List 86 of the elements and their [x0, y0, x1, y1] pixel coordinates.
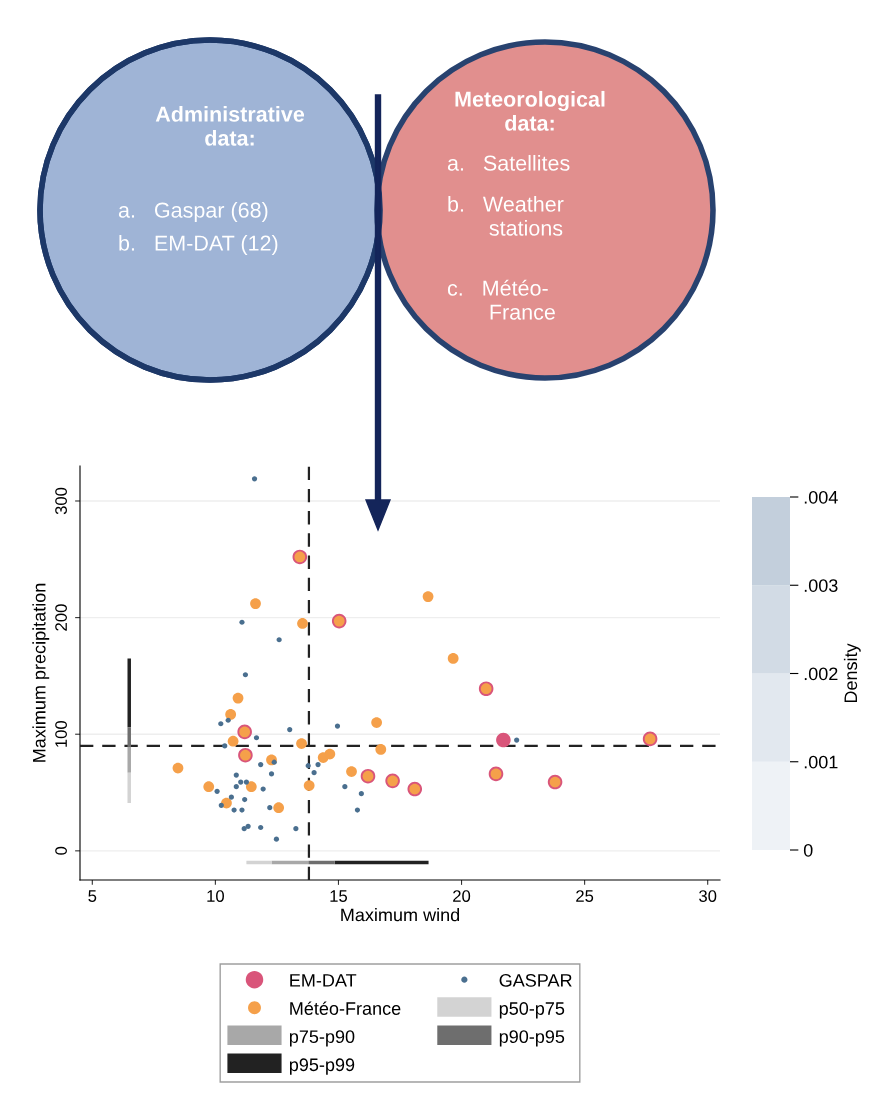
point — [258, 824, 264, 831]
y-tick-label: 100 — [55, 720, 67, 747]
x-tick-label: 5 — [88, 890, 97, 902]
point — [287, 726, 293, 733]
point — [218, 802, 224, 808]
point — [239, 807, 245, 813]
point — [311, 770, 317, 776]
point — [496, 732, 511, 748]
point — [203, 781, 215, 793]
legend-label: p50-p75 — [499, 1002, 565, 1019]
point — [273, 836, 280, 842]
text: Meteorological data: — [455, 90, 605, 131]
point — [245, 823, 251, 829]
point — [253, 735, 260, 741]
point — [303, 780, 315, 791]
point — [214, 788, 220, 794]
point — [358, 791, 364, 797]
color-bar-label: .001 — [804, 755, 838, 769]
color-bar-label: 0 — [803, 843, 813, 857]
point — [334, 723, 341, 729]
point — [225, 709, 237, 720]
point — [354, 807, 361, 813]
point — [276, 637, 282, 643]
text: b. Weather stations — [448, 195, 564, 236]
x-tick-label: 10 — [207, 890, 224, 902]
point — [273, 802, 285, 814]
color-bar-label: .003 — [804, 579, 838, 592]
point — [324, 748, 336, 760]
x-tick-label: 20 — [453, 890, 471, 902]
legend-label: Météo-France — [290, 1001, 401, 1015]
text: a. Satellites — [447, 154, 570, 171]
point — [222, 743, 228, 749]
point — [225, 717, 231, 723]
point — [514, 737, 520, 743]
point — [231, 807, 237, 813]
point — [258, 761, 264, 768]
point — [346, 766, 357, 777]
point — [297, 618, 308, 629]
point — [422, 591, 434, 602]
point — [228, 794, 234, 800]
point — [342, 784, 348, 790]
point — [250, 598, 261, 609]
text: Administrative data: — [155, 105, 305, 146]
point — [242, 672, 249, 678]
point — [315, 761, 321, 768]
text: b. EM-DAT (12) — [119, 234, 278, 256]
point — [233, 784, 239, 790]
x-tick-label: 30 — [699, 890, 717, 902]
text: c. Météo- France — [447, 279, 555, 320]
color-bar-label: .002 — [804, 667, 838, 681]
x-tick-label: 15 — [330, 890, 348, 902]
point — [251, 476, 258, 482]
point — [245, 781, 257, 793]
point — [375, 744, 387, 755]
point — [447, 653, 459, 664]
legend-label: p95-p99 — [289, 1058, 355, 1075]
legend-label: GASPAR — [499, 973, 572, 987]
point — [243, 779, 249, 785]
point — [218, 721, 224, 727]
y-tick-label: 300 — [55, 487, 67, 515]
legend-label: EM-DAT — [290, 974, 357, 987]
text: a. Gaspar (68) — [118, 201, 268, 223]
y-tick-label: 0 — [55, 846, 67, 855]
color-bar-title: Density — [843, 643, 861, 703]
point — [233, 772, 239, 778]
y-axis-title: Maximum precipitation — [32, 583, 50, 762]
point — [293, 826, 299, 832]
point — [296, 738, 307, 749]
point — [371, 717, 382, 728]
x-tick-label: 25 — [576, 890, 594, 902]
x-axis-title: Maximum wind — [341, 908, 460, 922]
color-bar-label: .004 — [804, 490, 838, 504]
point — [242, 796, 248, 803]
point — [239, 619, 245, 625]
point — [172, 762, 184, 774]
legend-label: p75-p90 — [289, 1030, 355, 1047]
point — [305, 763, 311, 769]
y-tick-label: 200 — [55, 604, 67, 631]
legend-label: p90-p95 — [499, 1030, 565, 1047]
point — [260, 786, 266, 792]
point — [227, 735, 239, 747]
point — [267, 805, 273, 811]
point — [241, 826, 247, 832]
point — [268, 771, 275, 777]
point — [232, 692, 244, 704]
point — [238, 779, 244, 785]
